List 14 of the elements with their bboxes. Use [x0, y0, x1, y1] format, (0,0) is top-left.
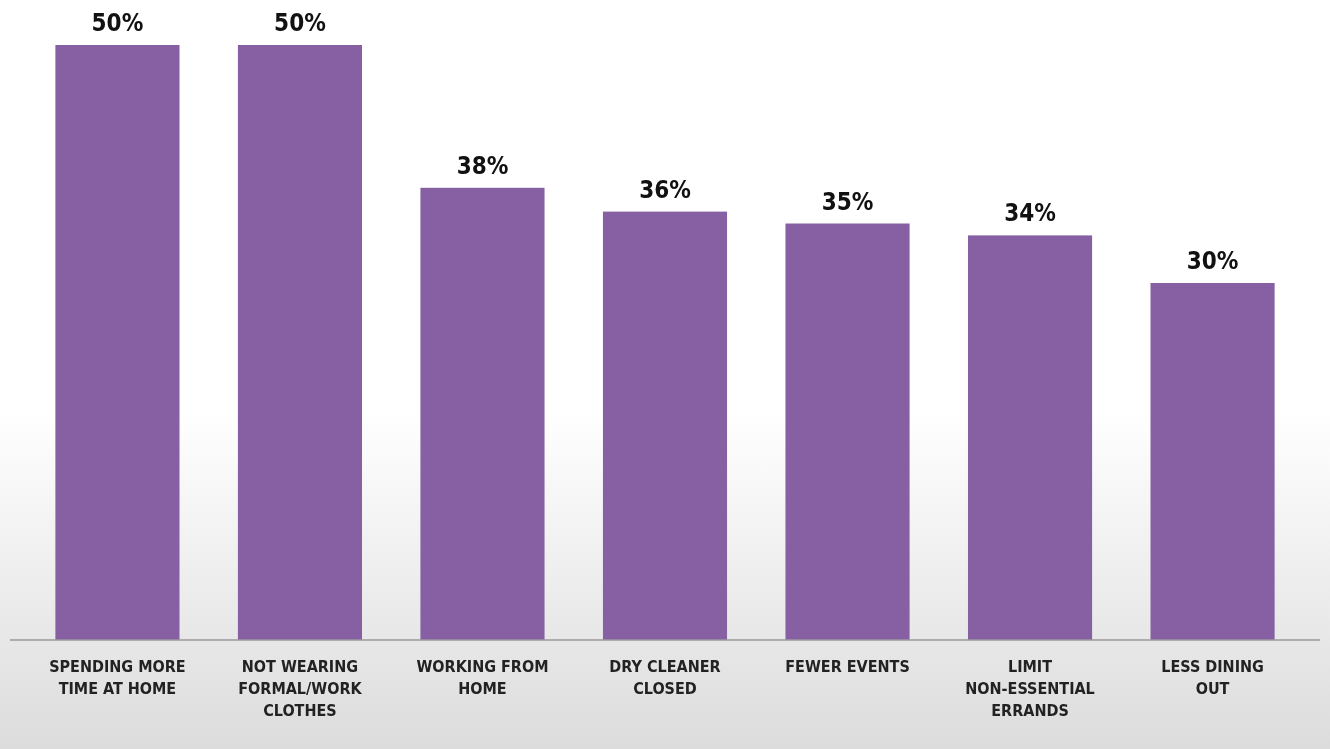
x-tick-label: SPENDING MORE TIME AT HOME	[49, 657, 186, 698]
x-tick-label: FEWER EVENTS	[785, 657, 910, 676]
data-label: 30%	[1186, 247, 1239, 275]
data-label: 50%	[274, 9, 326, 37]
x-tick-label: DRY CLEANER CLOSED	[609, 657, 721, 698]
data-label: 35%	[821, 187, 874, 216]
x-tick-label: LESS DINING OUT	[1161, 657, 1264, 698]
data-label: 50%	[91, 9, 144, 37]
data-label: 36%	[639, 175, 691, 204]
x-tick-label: NOT WEARING FORMAL/WORK CLOTHES	[238, 657, 363, 720]
data-label: 38%	[456, 151, 509, 180]
x-tick-label: LIMIT NON-ESSENTIAL ERRANDS	[965, 657, 1095, 720]
data-label: 34%	[1004, 199, 1056, 228]
x-tick-label: WORKING FROM HOME	[416, 657, 549, 698]
